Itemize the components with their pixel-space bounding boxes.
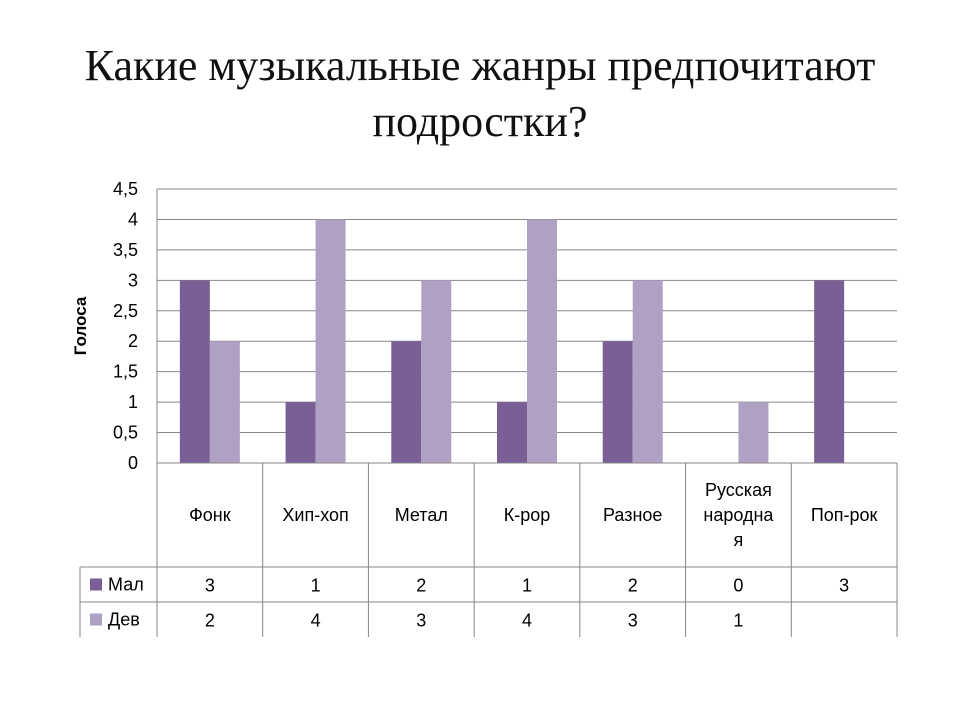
- bar-Дев-2: [421, 280, 452, 463]
- data-value: 1: [311, 576, 321, 596]
- y-tick-label: 3: [128, 270, 138, 290]
- y-tick-label: 2: [128, 331, 138, 351]
- data-value: 3: [416, 611, 426, 631]
- y-tick-label: 3,5: [113, 240, 138, 260]
- data-value: 4: [311, 611, 321, 631]
- bar-Дев-1: [315, 219, 346, 463]
- bar-Мал-2: [391, 341, 422, 463]
- bar-Дев-0: [209, 341, 240, 463]
- category-label: Русская: [705, 480, 772, 500]
- data-value: 2: [628, 576, 638, 596]
- y-tick-label: 0: [128, 453, 138, 473]
- bar-Мал-1: [285, 402, 316, 463]
- y-tick-label: 1,5: [113, 362, 138, 382]
- category-label: Метал: [395, 505, 448, 525]
- y-tick-label: 2,5: [113, 301, 138, 321]
- data-value: 2: [205, 611, 215, 631]
- category-label: я: [734, 530, 744, 550]
- slide-title: Какие музыкальные жанры предпочитают под…: [84, 41, 876, 146]
- bar-Дев-4: [632, 280, 663, 463]
- bar-Дев-5: [738, 402, 769, 463]
- data-value: 1: [733, 611, 743, 631]
- y-axis-label: Голоса: [71, 296, 90, 355]
- bar-Мал-3: [497, 402, 527, 463]
- data-value: 2: [416, 576, 426, 596]
- y-tick-label: 1: [128, 392, 138, 412]
- legend-label: Мал: [108, 575, 144, 595]
- category-label: народна: [703, 505, 774, 525]
- category-label: К-рор: [504, 505, 551, 525]
- data-value: 3: [839, 576, 849, 596]
- data-value: 3: [628, 611, 638, 631]
- category-label: Разное: [603, 505, 662, 525]
- y-tick-label: 4: [128, 209, 138, 229]
- bar-Мал-6: [814, 280, 845, 463]
- bar-Мал-4: [602, 341, 633, 463]
- bar-Мал-0: [179, 280, 210, 463]
- data-value: 3: [205, 576, 215, 596]
- category-label: Хип-хоп: [282, 505, 348, 525]
- bar-Дев-3: [527, 219, 557, 463]
- legend-label: Дев: [108, 610, 140, 630]
- y-tick-label: 0,5: [113, 423, 138, 443]
- legend-key-1: [90, 613, 102, 626]
- legend-key-0: [90, 578, 102, 591]
- data-value: 0: [733, 576, 743, 596]
- y-tick-label: 4,5: [113, 179, 138, 199]
- data-value: 4: [522, 611, 532, 631]
- category-label: Фонк: [189, 505, 231, 525]
- data-value: 1: [522, 576, 532, 596]
- category-label: Поп-рок: [811, 505, 878, 525]
